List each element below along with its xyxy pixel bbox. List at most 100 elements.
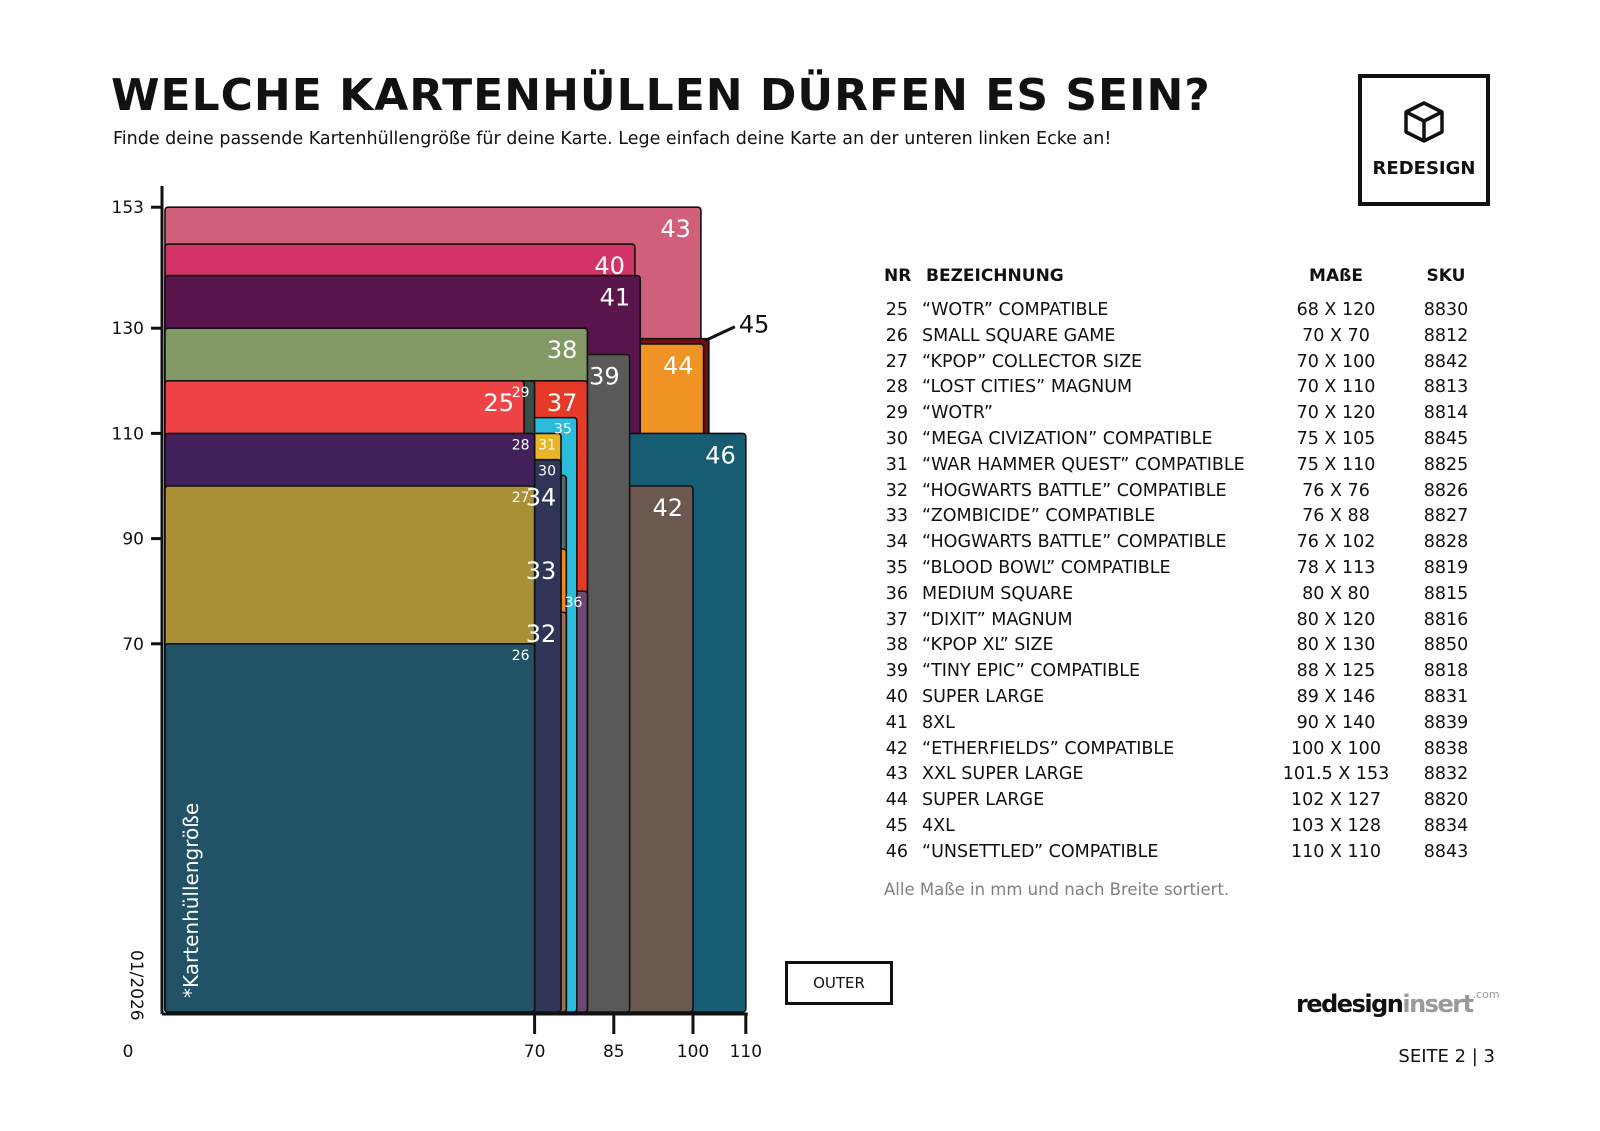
sleeve-label-25: 25 [483,389,514,417]
header-name: BEZEICHNUNG [926,266,1064,286]
legend-sku: 8842 [1423,351,1469,372]
legend-size: 103 X 128 [1291,816,1381,836]
legend-size: 80 X 120 [1296,609,1376,630]
legend-nr: 30 [885,429,908,449]
sleeve-label-36: 36 [565,595,583,611]
legend-size: 102 X 127 [1291,790,1381,811]
x-tick-label-100: 100 [677,1042,709,1062]
legend-sku: 8838 [1423,738,1469,759]
sleeve-label-29: 29 [512,385,530,401]
page-number: SEITE 2 | 3 [1398,1046,1495,1067]
page-title: WELCHE KARTENHÜLLEN DÜRFEN ES SEIN? [111,70,1211,121]
legend-nr: 29 [885,403,908,424]
sleeve-label-41: 41 [600,284,631,312]
legend-name: “UNSETTLED” COMPATIBLE [922,841,1159,862]
legend-name: SMALL SQUARE GAME [922,325,1116,346]
legend-nr: 45 [885,816,908,836]
cube-icon [1404,101,1444,143]
legend-nr: 43 [885,764,908,785]
legend-nr: 46 [885,841,908,862]
legend-name: “BLOOD BOWL” COMPATIBLE [922,558,1171,578]
legend-size: 80 X 130 [1296,635,1376,656]
legend-sku: 8814 [1423,403,1469,424]
x-tick-label-0: 0 [123,1042,134,1062]
sleeve-label-26: 26 [512,648,530,664]
legend-sku: 8812 [1423,325,1469,346]
legend-nr: 35 [885,558,908,578]
legend-nr: 42 [885,738,908,759]
legend-size: 76 X 102 [1296,532,1376,553]
legend-nr: 31 [885,454,908,475]
sleeve-label-42: 42 [652,494,683,522]
legend-sku: 8828 [1423,532,1469,553]
legend-nr: 27 [885,351,908,372]
sleeve-label-40: 40 [594,252,625,280]
outer-button[interactable]: OUTER [785,961,893,1005]
legend-sku: 8819 [1423,558,1469,578]
sleeve-label-28: 28 [512,437,530,453]
x-tick-label-110: 110 [730,1042,762,1062]
legend-name: “LOST CITIES” MAGNUM [922,377,1133,398]
legend-size: 80 X 80 [1302,583,1370,604]
legend-nr: 25 [885,300,908,320]
legend-name: “HOGWARTS BATTLE” COMPATIBLE [922,532,1227,553]
legend-nr: 40 [885,687,908,707]
legend-nr: 28 [885,377,908,398]
legend-nr: 44 [885,790,908,811]
legend-name: “MEGA CIVIZATION” COMPATIBLE [922,429,1213,449]
header-sku: SKU [1426,266,1466,286]
legend-sku: 8832 [1423,764,1469,785]
legend-size: 110 X 110 [1291,841,1381,862]
legend-name: “ZOMBICIDE” COMPATIBLE [922,506,1156,527]
y-tick-label-130: 130 [112,319,144,339]
sleeve-label-33: 33 [526,557,557,585]
legend-name: “DIXIT” MAGNUM [922,609,1073,630]
legend-name: “ETHERFIELDS” COMPATIBLE [922,738,1175,759]
legend-size: 70 X 110 [1296,377,1376,398]
legend-name: 4XL [922,816,955,836]
sleeve-label-43: 43 [660,215,691,243]
legend-name: SUPER LARGE [922,687,1045,707]
logo-text: REDESIGN [1372,158,1476,179]
legend-size: 76 X 76 [1302,480,1370,501]
legend-nr: 38 [885,635,908,656]
legend-nr: 26 [885,325,908,346]
legend-name: SUPER LARGE [922,790,1045,811]
sleeve-label-37: 37 [547,389,578,417]
legend-size: 68 X 120 [1296,300,1376,320]
legend-name: “TINY EPIC” COMPATIBLE [922,661,1141,682]
legend-sku: 8831 [1423,687,1469,707]
brand-logo: redesigninsert.com [1296,988,1500,1018]
legend-size: 90 X 140 [1296,712,1376,733]
sleeve-legend-table: NR BEZEICHNUNG MAßE SKU 25 “WOTR” COMPATIBLE 6… [884,266,1484,886]
legend-name: MEDIUM SQUARE [922,583,1074,604]
legend-size: 70 X 100 [1296,351,1376,372]
legend-size: 78 X 113 [1296,558,1376,578]
sleeve-label-27: 27 [512,490,530,506]
legend-sku: 8818 [1423,661,1469,682]
sleeve-rect-26 [164,642,536,1013]
legend-nr: 39 [885,661,908,682]
page-subtitle: Finde deine passende Kartenhüllengröße f… [113,129,1112,149]
legend-sku: 8834 [1423,816,1469,836]
legend-name: “KPOP” COLLECTOR SIZE [922,351,1143,372]
legend-name: “WAR HAMMER QUEST” COMPATIBLE [922,454,1245,475]
legend-nr: 36 [885,583,908,604]
legend-size: 101.5 X 153 [1282,764,1390,785]
legend-size: 70 X 120 [1296,403,1376,424]
legend-sku: 8850 [1423,635,1469,656]
sleeve-label-39: 39 [589,363,620,391]
legend-sku: 8813 [1423,377,1469,398]
legend-sku: 8826 [1423,480,1469,501]
legend-sku: 8827 [1423,506,1469,527]
sleeve-label-38: 38 [547,336,578,364]
legend-nr: 41 [885,712,908,733]
sleeve-label-45: 45 [739,311,770,339]
sleeve-label-46: 46 [705,441,736,469]
legend-nr: 33 [885,506,908,527]
legend-nr: 32 [885,480,908,501]
sleeve-label-31: 31 [538,437,556,453]
legend-size: 70 X 70 [1302,325,1370,346]
legend-sku: 8815 [1423,583,1469,604]
